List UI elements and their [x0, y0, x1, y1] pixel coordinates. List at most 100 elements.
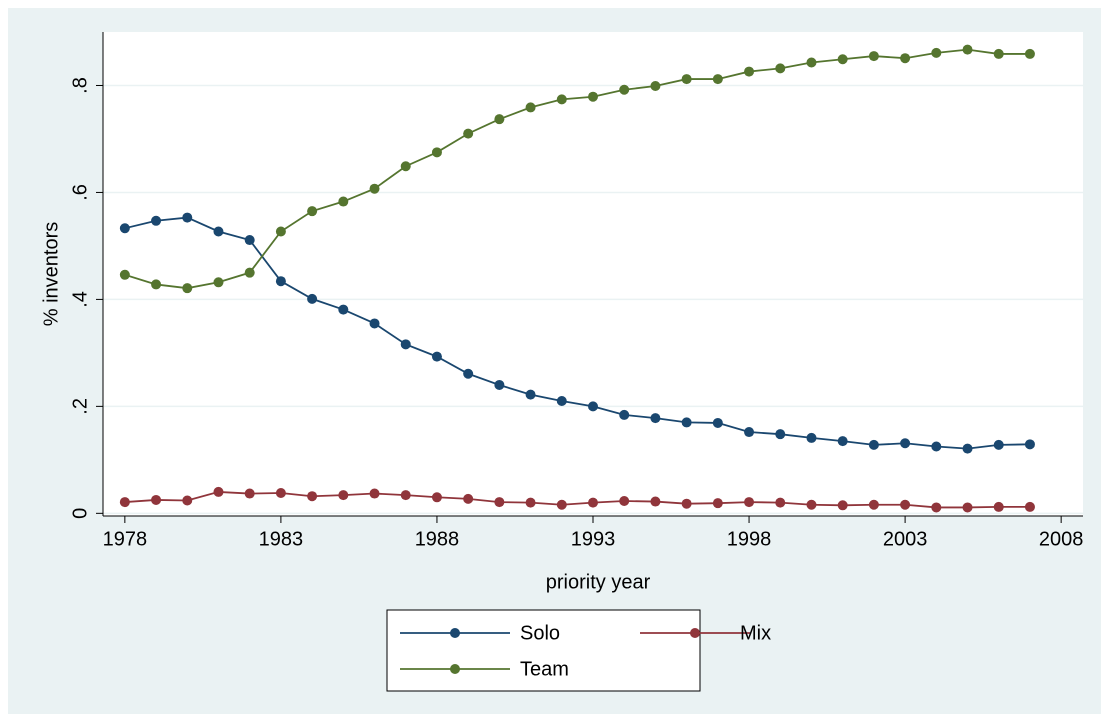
point	[588, 401, 598, 412]
point	[307, 293, 318, 304]
point	[931, 441, 942, 452]
point	[400, 161, 411, 172]
y-tick-label: .2	[69, 398, 91, 415]
x-tick-label: 2008	[1039, 528, 1084, 550]
y-tick-label: .6	[69, 184, 91, 201]
point	[494, 379, 505, 390]
point	[119, 269, 130, 280]
point	[151, 215, 162, 226]
point	[775, 497, 786, 508]
point	[837, 500, 848, 511]
point	[182, 212, 193, 223]
legend-label: Solo	[520, 622, 560, 644]
point	[463, 493, 474, 504]
x-tick-label: 1998	[727, 528, 772, 550]
point	[369, 318, 380, 329]
point	[993, 501, 1004, 512]
point	[619, 496, 630, 507]
point	[275, 488, 286, 499]
point	[307, 491, 318, 502]
point	[806, 432, 817, 443]
point	[712, 417, 723, 428]
point	[400, 490, 411, 501]
y-tick-label: .4	[69, 291, 91, 308]
point	[744, 497, 755, 508]
point	[494, 497, 505, 508]
series-line	[124, 48, 1030, 290]
point	[868, 51, 879, 62]
point	[993, 439, 1004, 450]
point	[900, 499, 911, 510]
point	[962, 443, 973, 454]
point	[556, 396, 567, 407]
point	[588, 91, 598, 102]
point	[775, 63, 786, 74]
legend-marker	[450, 664, 460, 674]
point	[681, 417, 692, 428]
point	[463, 128, 474, 139]
x-tick-label: 1978	[103, 528, 148, 550]
plot-area	[103, 32, 1083, 516]
series-line	[124, 491, 1030, 509]
point	[338, 196, 349, 207]
point	[275, 276, 286, 287]
point	[868, 499, 879, 510]
point	[307, 206, 318, 217]
point	[431, 147, 442, 158]
point	[119, 497, 130, 508]
point	[712, 74, 723, 85]
point	[962, 502, 973, 513]
point	[1024, 48, 1035, 59]
point	[744, 427, 755, 438]
point	[962, 44, 973, 55]
point	[400, 339, 411, 350]
y-tick-label: .8	[69, 77, 91, 94]
point	[681, 498, 692, 509]
point	[744, 66, 755, 77]
point	[681, 74, 692, 85]
point	[619, 84, 630, 95]
point	[463, 368, 474, 379]
y-axis-title: % inventors	[40, 222, 62, 327]
point	[650, 413, 661, 424]
point	[369, 488, 380, 499]
point	[213, 226, 224, 237]
point	[494, 114, 505, 125]
x-tick-label: 2003	[883, 528, 928, 550]
point	[588, 497, 598, 508]
x-tick-label: 1993	[571, 528, 616, 550]
point	[868, 439, 879, 450]
point	[369, 183, 380, 194]
legend	[386, 609, 701, 692]
legend-label: Team	[520, 658, 569, 680]
point	[900, 438, 911, 449]
point	[182, 283, 193, 294]
point	[650, 496, 661, 507]
x-tick-label: 1988	[415, 528, 460, 550]
series-line	[124, 216, 1030, 450]
point	[712, 498, 723, 509]
point	[900, 53, 911, 64]
point	[338, 304, 349, 315]
point	[151, 279, 162, 290]
point	[431, 351, 442, 362]
point	[244, 267, 255, 278]
point	[525, 102, 536, 113]
x-axis-title: priority year	[546, 571, 651, 593]
point	[431, 492, 442, 503]
legend-label: Mix	[740, 622, 771, 644]
legend-marker	[690, 628, 700, 638]
point	[244, 488, 255, 499]
point	[1024, 439, 1035, 450]
x-tick-label: 1983	[259, 528, 304, 550]
point	[650, 81, 661, 92]
point	[119, 223, 130, 234]
point	[338, 490, 349, 501]
point	[213, 277, 224, 288]
point	[244, 235, 255, 246]
point	[275, 226, 286, 237]
point	[837, 54, 848, 65]
point	[525, 389, 536, 400]
point	[931, 502, 942, 513]
